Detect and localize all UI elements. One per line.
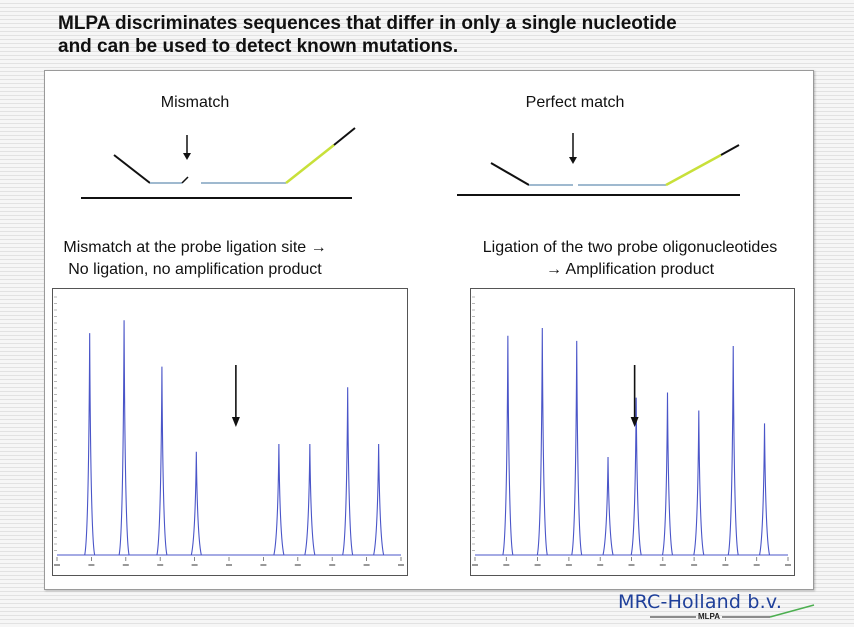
x-tick-label: [503, 564, 510, 566]
chart-svg: [472, 296, 791, 566]
slide-title: MLPA discriminates sequences that differ…: [58, 12, 838, 58]
peak-6: [304, 444, 316, 556]
title-line-1: MLPA discriminates sequences that differ…: [58, 13, 677, 34]
perfect-match-caption-line-2: → Amplification product: [545, 261, 715, 278]
perfect-match-caption-line-1: Ligation of the two probe oligonucleotid…: [482, 239, 778, 256]
x-tick-label: [753, 564, 760, 566]
x-tick-label: [785, 564, 791, 566]
x-tick-label: [722, 564, 729, 566]
mismatch-caption: Mismatch at the probe ligation site → No…: [45, 237, 345, 281]
perfect-match-electropherogram: [470, 288, 795, 576]
x-tick-label: [398, 564, 404, 566]
mismatch-electropherogram: [52, 288, 408, 576]
x-tick-label: [226, 564, 232, 566]
peak-4: [602, 456, 614, 556]
x-tick-label: [565, 564, 572, 566]
x-tick-label: [691, 564, 698, 566]
x-tick-label: [534, 564, 541, 566]
x-tick-label: [54, 564, 60, 566]
chart-svg: [54, 296, 404, 566]
arrow-head: [630, 417, 639, 427]
mismatch-caption-line-1: Mismatch at the probe ligation site →: [63, 239, 327, 256]
peak-6: [661, 392, 674, 556]
peak-8: [373, 444, 385, 556]
peak-5: [630, 397, 642, 556]
peak-4: [190, 451, 202, 556]
mismatch-caption-line-2: No ligation, no amplification product: [68, 261, 322, 278]
x-tick-label: [363, 564, 370, 566]
peak-1: [502, 335, 514, 556]
x-tick-label: [597, 564, 604, 566]
brand-name: MRC-Holland b.v.: [618, 591, 783, 613]
probe-diagrams: [81, 127, 740, 199]
peak-9: [758, 423, 771, 556]
content-panel: Mismatch Perfect match Mismatch at the p…: [44, 70, 814, 590]
x-tick-label: [329, 564, 336, 566]
x-tick-label: [260, 564, 267, 566]
x-tick-label: [472, 564, 478, 566]
peak-2: [536, 327, 548, 556]
title-line-2: and can be used to detect known mutation…: [58, 36, 459, 57]
peak-3: [571, 340, 583, 556]
peak-5: [273, 444, 285, 556]
x-tick-label: [191, 564, 198, 566]
x-tick-label: [294, 564, 301, 566]
peak-7: [693, 410, 705, 556]
x-tick-label: [659, 564, 666, 566]
perfect-match-diagram: [457, 133, 740, 196]
peak-1: [84, 333, 96, 556]
x-tick-label: [157, 564, 164, 566]
brand-swoosh: [650, 604, 815, 618]
mismatch-heading: Mismatch: [160, 94, 230, 111]
peak-3: [156, 366, 168, 556]
mrc-holland-logo: MRC-Holland b.v. MLPA: [618, 591, 818, 623]
peak-8: [727, 346, 739, 556]
perfect-match-heading: Perfect match: [525, 94, 625, 111]
peak-7: [342, 387, 354, 556]
x-tick-label: [628, 564, 635, 566]
arrow-head: [231, 417, 240, 427]
mismatch-diagram: [81, 127, 356, 199]
x-tick-label: [122, 564, 129, 566]
peak-2: [118, 320, 130, 556]
x-tick-label: [88, 564, 95, 566]
brand-sub: MLPA: [698, 612, 721, 621]
perfect-match-caption: Ligation of the two probe oligonucleotid…: [435, 237, 825, 281]
